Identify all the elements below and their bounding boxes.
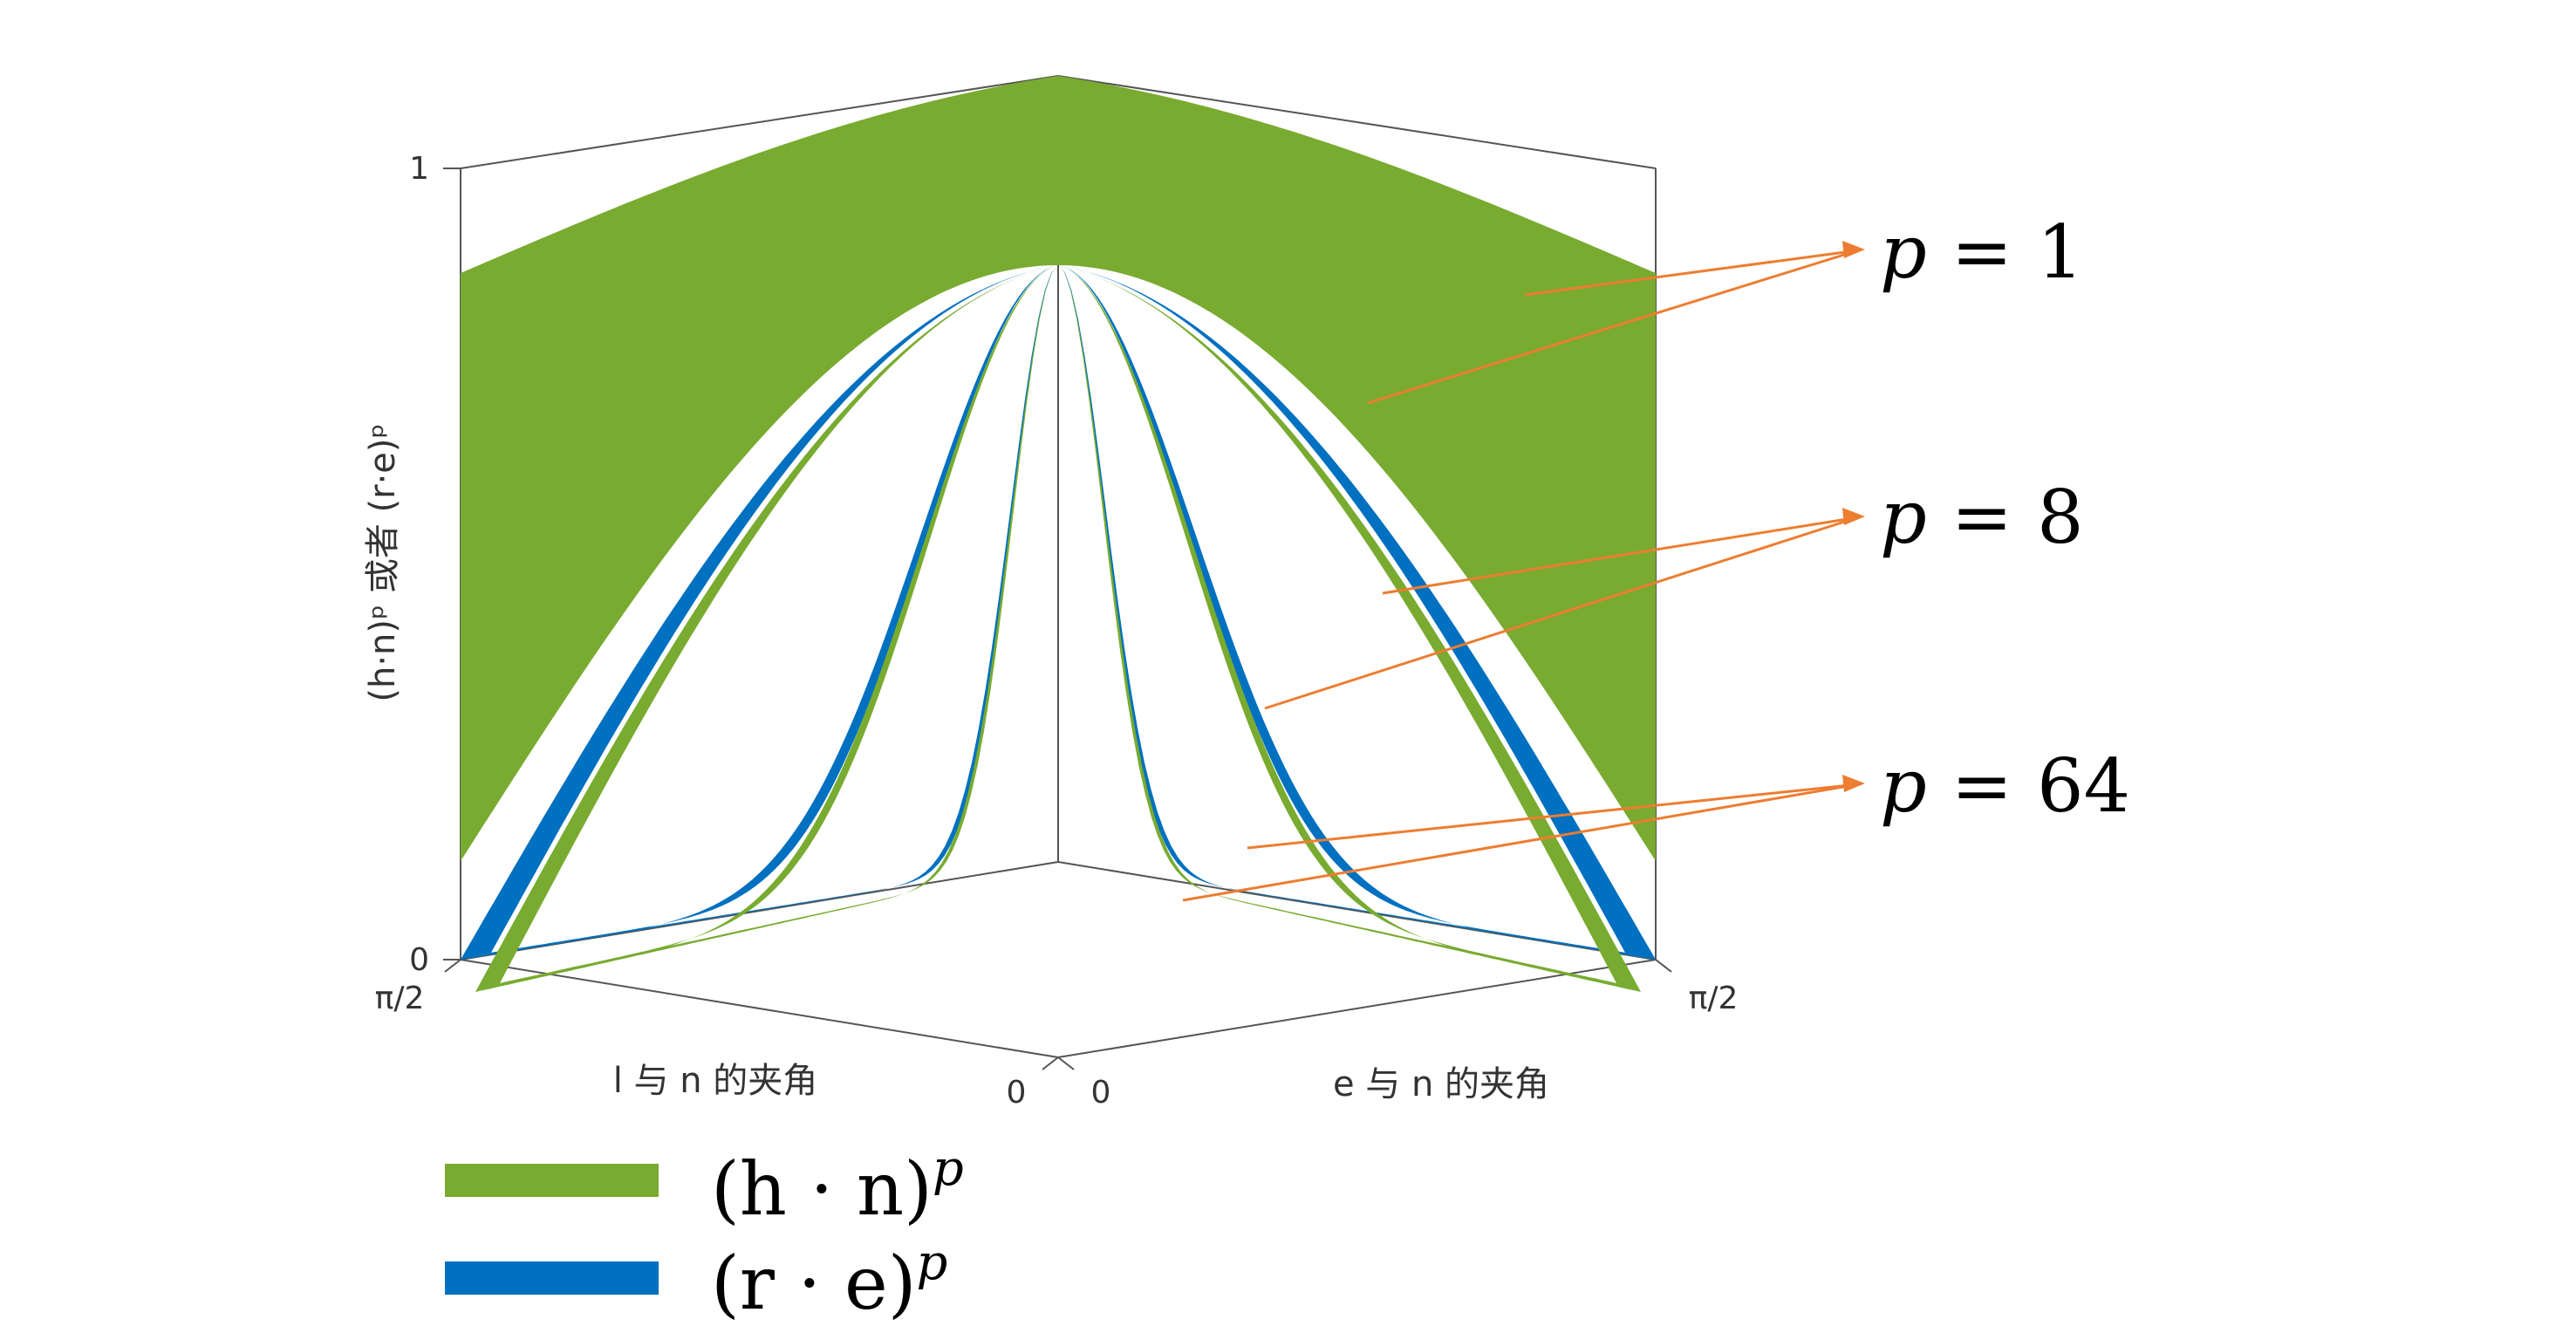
tick-mark-right-pi2 [1655,959,1672,973]
axis-line-floor-right [1057,861,1657,961]
axis-title-right: e 与 n 的夹角 [1333,1064,1549,1104]
legend-swatch-re [445,1261,659,1295]
annotation-p1: p = 1 [1880,209,2084,295]
tick-label-right-0: 0 [1091,1075,1111,1111]
tick-label-z-0: 0 [409,942,429,978]
annotation-p1-eq: = [1951,209,2012,295]
ribbon-re-right-p1 [1058,265,1656,960]
axis-line-front-right [1057,959,1657,1058]
tick-label-z-1: 1 [409,151,429,187]
tick-mark-left-pi2 [444,959,461,973]
arrow-p8-a [1382,516,1859,595]
arrow-p8-b [1264,516,1859,710]
axis-line-floor-left [460,861,1059,961]
annotation-p8-eq: = [1951,475,2012,560]
annotation-p64-value: 64 [2037,743,2130,829]
annotation-p8: p = 8 [1880,475,2084,560]
legend-label-re-base: (r · e) [711,1241,917,1326]
axis-line-top-right [1057,75,1657,169]
arrow-p64-b [1182,783,1859,902]
ribbon-hn-canopy-right-p1 [1058,76,1656,861]
arrow-p1-b [1367,249,1859,405]
annotation-arrowheads [1842,241,1865,792]
annotation-p64-var: p [1880,743,1927,829]
annotation-p1-var: p [1880,209,1927,295]
axis-title-z: (h·n)ᵖ 或者 (r·e)ᵖ [363,423,403,701]
ribbon-hn-left-p8 [475,265,1058,992]
tick-label-right-pi2: π/2 [1689,981,1739,1016]
legend-label-hn-base: (h · n) [711,1146,933,1232]
tick-label-left-pi2: π/2 [375,981,425,1016]
annotation-p8-var: p [1880,475,1927,560]
legend: (h · n)p (r · e)p [445,1140,964,1326]
tick-mark-right-0 [1057,1056,1075,1070]
annotation-p64-eq: = [1951,743,2012,829]
ribbon-re-left-p8 [461,265,1058,960]
ribbon-hn-canopy-left-p1 [461,76,1058,861]
ribbon-re-left-p1 [461,265,1058,960]
annotation-p8-value: 8 [2037,475,2083,560]
legend-swatch-hn [445,1164,659,1197]
surface-ribbons [461,76,1656,992]
axis-title-left: l 与 n 的夹角 [613,1061,818,1101]
arrowhead-p1 [1842,241,1865,258]
tick-label-left-0: 0 [1007,1075,1027,1111]
legend-label-re: (r · e)p [711,1234,947,1326]
ribbon-hn-right-p8 [1058,265,1641,992]
ribbon-re-right-p8 [1058,265,1656,960]
legend-label-hn: (h · n)p [711,1140,964,1232]
annotation-arrows [1182,249,1859,902]
axis-line-front-left [460,959,1059,1058]
legend-label-hn-sup: p [933,1140,964,1197]
arrow-p1-a [1524,249,1859,297]
axis-line-top-left [460,75,1059,169]
arrowhead-p64 [1842,775,1865,792]
arrowhead-p8 [1842,508,1865,525]
arrow-p64-a [1247,783,1859,850]
tick-mark-left-0 [1042,1056,1059,1070]
annotation-p1-value: 1 [2037,209,2083,295]
legend-label-re-sup: p [917,1234,948,1291]
annotation-p64: p = 64 [1880,743,2130,829]
